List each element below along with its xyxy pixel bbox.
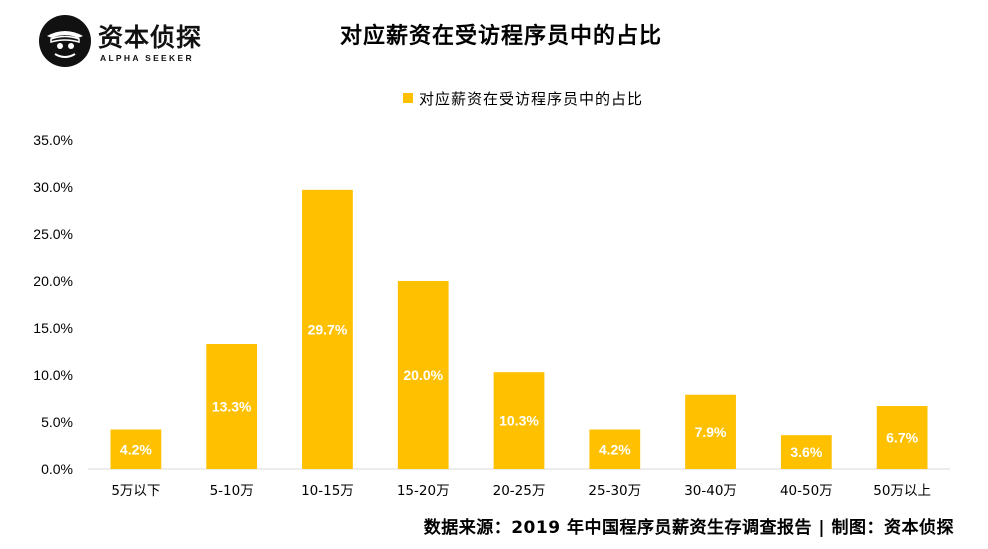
logo-name: 资本侦探 — [98, 23, 203, 52]
bar-value-label: 10.3% — [499, 413, 539, 429]
x-tick-label: 10-15万 — [301, 483, 354, 499]
y-tick-label: 30.0% — [33, 179, 73, 195]
source-note: 数据来源：2019 年中国程序员薪资生存调查报告 | 制图：资本侦探 — [423, 518, 954, 538]
bar-value-label: 6.7% — [886, 430, 918, 446]
bar — [780, 435, 832, 469]
y-tick-label: 10.0% — [33, 367, 73, 383]
detective-logo-icon — [39, 15, 91, 67]
bar-value-label: 20.0% — [403, 367, 443, 383]
bar-value-label: 13.3% — [212, 398, 252, 414]
x-tick-label: 40-50万 — [780, 483, 833, 499]
y-tick-label: 15.0% — [33, 320, 73, 336]
x-tick-label: 30-40万 — [684, 483, 737, 499]
bar — [302, 189, 353, 469]
bar-value-label: 7.9% — [695, 424, 727, 440]
chart-title: 对应薪资在受访程序员中的占比 — [340, 23, 663, 49]
bar-value-label: 29.7% — [308, 321, 348, 337]
y-tick-label: 20.0% — [33, 273, 73, 289]
bar — [589, 429, 641, 469]
chart-legend: 对应薪资在受访程序员中的占比 — [403, 88, 643, 108]
x-tick-label: 15-20万 — [397, 483, 450, 499]
bar — [206, 343, 258, 469]
logo: 资本侦探 ALPHA SEEKER — [38, 10, 238, 67]
legend-label: 对应薪资在受访程序员中的占比 — [419, 89, 644, 108]
y-tick-label: 35.0% — [33, 132, 73, 148]
x-tick-label: 5-10万 — [210, 483, 254, 499]
y-tick-label: 5.0% — [41, 414, 73, 430]
bar — [493, 372, 545, 469]
bar-value-label: 3.6% — [790, 444, 822, 460]
x-tick-label: 5万以下 — [111, 483, 160, 499]
bar — [876, 406, 928, 469]
logo-tagline: ALPHA SEEKER — [100, 53, 194, 63]
legend-swatch — [403, 93, 413, 103]
x-tick-label: 20-25万 — [493, 483, 546, 499]
bar — [110, 429, 162, 469]
y-tick-label: 0.0% — [41, 461, 73, 477]
x-tick-label: 50万以上 — [873, 483, 931, 499]
bar-value-label: 4.2% — [599, 441, 631, 457]
bar — [397, 281, 449, 469]
bar-value-label: 4.2% — [120, 441, 152, 457]
x-tick-label: 25-30万 — [588, 483, 641, 499]
y-tick-label: 25.0% — [33, 226, 73, 242]
bar — [685, 394, 736, 469]
